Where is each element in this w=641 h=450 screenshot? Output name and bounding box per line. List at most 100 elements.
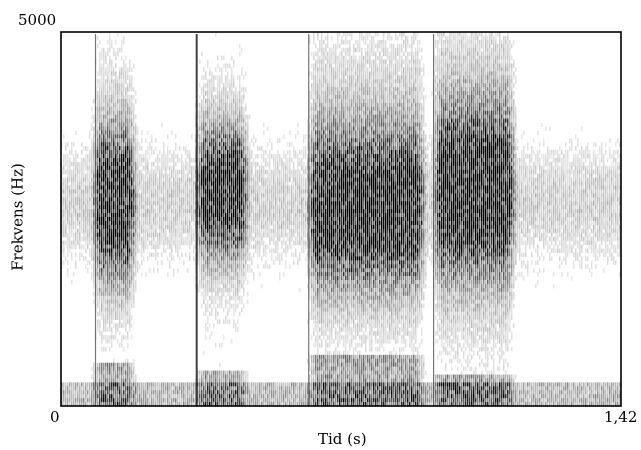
spectro-cell xyxy=(207,79,209,84)
spectro-cell xyxy=(133,165,135,171)
spectro-cell xyxy=(119,283,121,289)
spectro-cell xyxy=(203,106,205,112)
spectro-cell xyxy=(181,213,183,218)
spectro-cell xyxy=(91,181,93,187)
spectro-cell xyxy=(163,382,165,387)
spectro-cell xyxy=(163,236,165,242)
spectro-cell xyxy=(235,185,237,191)
spectro-cell xyxy=(129,114,131,120)
spectro-cell xyxy=(107,374,109,380)
spectro-cell xyxy=(229,295,231,301)
spectro-cell xyxy=(211,291,213,297)
spectro-cell xyxy=(153,402,155,407)
spectro-cell xyxy=(99,98,101,104)
spectro-cell xyxy=(109,126,111,132)
spectro-cell xyxy=(225,150,227,155)
spectro-cell xyxy=(241,370,243,376)
spectro-cell xyxy=(223,110,225,116)
spectro-cell xyxy=(235,291,237,297)
spectro-cell xyxy=(85,264,87,269)
spectro-cell xyxy=(229,398,231,403)
spectro-cell xyxy=(111,228,113,234)
spectro-cell xyxy=(205,146,207,151)
spectro-cell xyxy=(109,193,111,198)
spectro-cell xyxy=(71,173,73,179)
spectro-cell xyxy=(237,173,239,179)
spectro-cell xyxy=(245,189,247,195)
spectro-cell xyxy=(183,402,185,407)
spectro-cell xyxy=(227,398,229,403)
spectro-cell xyxy=(225,260,227,265)
spectro-cell xyxy=(97,327,99,332)
spectro-cell xyxy=(161,177,163,183)
spectro-cell xyxy=(107,177,109,183)
spectro-cell xyxy=(143,224,145,230)
spectro-cell xyxy=(105,106,107,112)
spectro-cell xyxy=(73,193,75,198)
spectro-cell xyxy=(237,283,239,289)
spectro-cell xyxy=(99,165,101,171)
spectro-cell xyxy=(91,177,93,183)
spectro-cell xyxy=(249,220,251,226)
spectro-cell xyxy=(111,217,113,222)
spectro-cell xyxy=(109,276,111,281)
spectro-cell xyxy=(159,181,161,187)
spectro-cell xyxy=(229,118,231,124)
spectro-cell xyxy=(205,201,207,206)
spectro-cell xyxy=(117,173,119,179)
spectro-cell xyxy=(115,398,117,403)
spectro-cell xyxy=(197,252,199,257)
spectro-cell xyxy=(125,291,127,297)
spectro-cell xyxy=(71,205,73,210)
spectro-cell xyxy=(99,386,101,391)
spectro-cell xyxy=(93,398,95,403)
spectro-cell xyxy=(201,228,203,234)
spectro-cell xyxy=(169,197,171,202)
spectro-cell xyxy=(217,295,219,301)
spectro-cell xyxy=(101,303,103,309)
spectro-cell xyxy=(189,193,191,198)
spectro-cell xyxy=(151,224,153,230)
spectro-cell xyxy=(107,260,109,265)
spectro-cell xyxy=(111,248,113,254)
spectro-cell xyxy=(127,378,129,383)
spectro-cell xyxy=(119,75,121,80)
spectro-cell xyxy=(173,177,175,183)
spectro-cell xyxy=(111,161,113,167)
spectro-cell xyxy=(229,390,231,395)
spectro-cell xyxy=(101,268,103,273)
spectro-cell xyxy=(239,146,241,151)
spectro-cell xyxy=(113,398,115,403)
spectro-cell xyxy=(67,252,69,257)
spectro-cell xyxy=(127,165,129,171)
spectro-cell xyxy=(133,63,135,69)
spectro-cell xyxy=(117,79,119,84)
spectro-cell xyxy=(203,390,205,395)
spectro-cell xyxy=(97,362,99,368)
spectro-cell xyxy=(105,319,107,324)
spectro-cell xyxy=(113,287,115,293)
spectro-cell xyxy=(231,236,233,242)
spectro-cell xyxy=(219,217,221,222)
spectro-cell xyxy=(111,252,113,257)
spectro-cell xyxy=(159,197,161,202)
spectro-cell xyxy=(203,252,205,257)
spectro-cell xyxy=(105,87,107,92)
spectro-cell xyxy=(245,228,247,234)
spectro-cell xyxy=(157,244,159,250)
spectro-cell xyxy=(223,142,225,147)
spectro-cell xyxy=(243,142,245,147)
spectro-cell xyxy=(213,295,215,301)
spectro-cell xyxy=(167,177,169,183)
spectro-cell xyxy=(229,79,231,84)
spectro-cell xyxy=(127,366,129,372)
spectro-cell xyxy=(199,154,201,159)
spectro-cell xyxy=(129,67,131,72)
spectro-cell xyxy=(231,398,233,403)
spectro-cell xyxy=(69,394,71,399)
spectro-cell xyxy=(117,362,119,368)
spectro-cell xyxy=(119,303,121,309)
spectro-cell xyxy=(141,213,143,218)
spectro-cell xyxy=(237,386,239,391)
spectro-cell xyxy=(223,390,225,395)
